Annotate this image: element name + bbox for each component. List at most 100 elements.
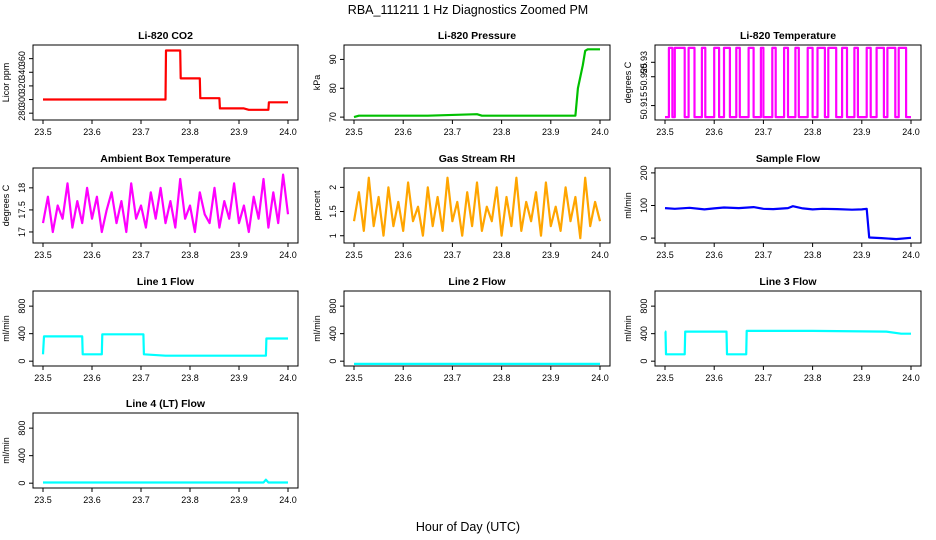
- x-tick-label: 23.7: [444, 250, 462, 260]
- x-tick-label: 23.6: [705, 250, 723, 260]
- plot-frame: [32, 290, 299, 367]
- x-tick-label: 23.9: [853, 127, 871, 137]
- panel-title: Line 1 Flow: [137, 276, 195, 288]
- plot-frame: [654, 290, 922, 367]
- x-tick-label: 23.5: [34, 250, 52, 260]
- y-tick-label: 320: [17, 78, 27, 93]
- x-tick-label: 24.0: [591, 250, 609, 260]
- panel-title: Line 4 (LT) Flow: [126, 398, 206, 410]
- y-tick-label: 2: [328, 185, 338, 190]
- panel-title: Li-820 CO2: [138, 30, 193, 42]
- series-line: [352, 176, 602, 240]
- x-tick-label: 23.6: [83, 127, 101, 137]
- x-tick-label: 23.7: [444, 373, 462, 383]
- x-tick-label: 23.8: [181, 127, 199, 137]
- x-tick-label: 23.9: [542, 250, 560, 260]
- x-tick-label: 23.6: [83, 373, 101, 383]
- y-tick-label: 800: [328, 299, 338, 314]
- y-tick-label: 400: [639, 326, 649, 341]
- x-tick-label: 23.5: [34, 373, 52, 383]
- figure-xlabel: Hour of Day (UTC): [416, 520, 520, 534]
- x-tick-label: 24.0: [902, 250, 920, 260]
- x-tick-label: 23.5: [34, 127, 52, 137]
- x-tick-label: 23.7: [132, 373, 150, 383]
- y-tick-label: 100: [639, 198, 649, 213]
- x-tick-label: 23.5: [345, 250, 363, 260]
- x-tick-label: 23.5: [345, 373, 363, 383]
- plot-frame: [343, 167, 611, 244]
- panel-10: Line 4 (LT) Flow ml/min 23.5 23.6 23.7 23.8 23…: [1, 398, 299, 505]
- y-tick-label: 50.915: [639, 92, 649, 120]
- y-tick-label: 0: [17, 359, 27, 364]
- series-line: [664, 329, 911, 356]
- x-tick-label: 23.6: [705, 373, 723, 383]
- plot-frame: [654, 167, 922, 244]
- x-tick-label: 23.6: [394, 373, 412, 383]
- x-tick-label: 23.9: [230, 250, 248, 260]
- x-tick-label: 24.0: [279, 127, 297, 137]
- x-tick-label: 23.7: [132, 495, 150, 505]
- x-tick-label: 24.0: [279, 373, 297, 383]
- x-tick-label: 23.8: [804, 127, 822, 137]
- x-tick-label: 24.0: [902, 127, 920, 137]
- y-tick-label: 70: [328, 112, 338, 122]
- panel-5: Gas Stream RH percent 23.5 23.6 23.7 23.8 23.9…: [312, 153, 611, 260]
- panel-title: Ambient Box Temperature: [100, 153, 231, 165]
- series-line: [43, 49, 288, 111]
- y-tick-label: 800: [17, 299, 27, 314]
- y-tick-label: 340: [17, 65, 27, 80]
- series-line: [41, 173, 290, 234]
- y-tick-label: 80: [328, 83, 338, 93]
- y-axis-label: degrees C: [1, 184, 11, 226]
- figure-title: RBA_111211 1 Hz Diagnostics Zoomed PM: [348, 3, 588, 17]
- y-axis-label: ml/min: [623, 192, 633, 219]
- y-tick-label: 17: [17, 227, 27, 237]
- x-tick-label: 23.5: [345, 127, 363, 137]
- y-tick-label: 200: [639, 165, 649, 180]
- x-tick-label: 23.7: [444, 127, 462, 137]
- y-tick-label: 800: [639, 299, 649, 314]
- y-axis-label: ml/min: [1, 315, 11, 342]
- panel-1: Li-820 CO2 Licor ppm 23.5 23.6 23.7 23.8 23.9 2…: [1, 30, 299, 137]
- x-tick-label: 23.8: [804, 250, 822, 260]
- series-line: [665, 46, 911, 119]
- x-tick-label: 23.5: [656, 250, 674, 260]
- y-tick-label: 0: [17, 481, 27, 486]
- x-tick-label: 23.8: [493, 127, 511, 137]
- y-tick-label: 360: [17, 51, 27, 66]
- x-tick-label: 23.5: [656, 127, 674, 137]
- x-tick-label: 23.9: [542, 373, 560, 383]
- x-tick-label: 23.8: [181, 373, 199, 383]
- panel-2: Li-820 Pressure kPa 23.5 23.6 23.7 23.8 23.9 24…: [312, 30, 611, 137]
- y-tick-label: 0: [328, 359, 338, 364]
- plot-frame: [32, 167, 299, 244]
- y-tick-label: 400: [17, 448, 27, 463]
- x-tick-label: 23.9: [230, 495, 248, 505]
- series-line: [353, 48, 600, 119]
- plot-frame: [343, 44, 611, 121]
- x-tick-label: 23.8: [181, 250, 199, 260]
- y-tick-label: 18: [17, 183, 27, 193]
- panel-title: Li-820 Pressure: [438, 30, 516, 42]
- x-tick-label: 23.6: [394, 127, 412, 137]
- y-tick-label: 50.93: [639, 51, 649, 74]
- y-axis-label: ml/min: [1, 437, 11, 464]
- x-tick-label: 23.8: [804, 373, 822, 383]
- y-axis-label: percent: [312, 190, 322, 221]
- y-axis-label: Licor ppm: [1, 63, 11, 103]
- x-tick-label: 23.7: [755, 250, 773, 260]
- y-tick-label: 0: [639, 359, 649, 364]
- plot-frame: [32, 44, 299, 121]
- panel-4: Ambient Box Temperature degrees C 23.5 23.6…: [1, 153, 299, 260]
- x-tick-label: 23.7: [755, 373, 773, 383]
- y-tick-label: 400: [328, 326, 338, 341]
- x-tick-label: 23.5: [656, 373, 674, 383]
- series-line: [664, 205, 912, 241]
- y-axis-label: kPa: [312, 75, 322, 91]
- x-tick-label: 23.7: [755, 127, 773, 137]
- y-tick-label: 800: [17, 421, 27, 436]
- x-tick-label: 23.7: [132, 250, 150, 260]
- y-tick-label: 400: [17, 326, 27, 341]
- y-tick-label: 280: [17, 106, 27, 121]
- panel-title: Line 2 Flow: [448, 276, 506, 288]
